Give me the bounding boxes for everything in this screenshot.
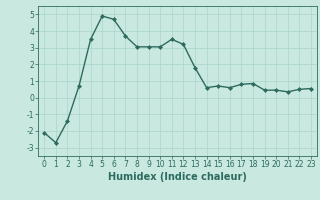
- X-axis label: Humidex (Indice chaleur): Humidex (Indice chaleur): [108, 172, 247, 182]
